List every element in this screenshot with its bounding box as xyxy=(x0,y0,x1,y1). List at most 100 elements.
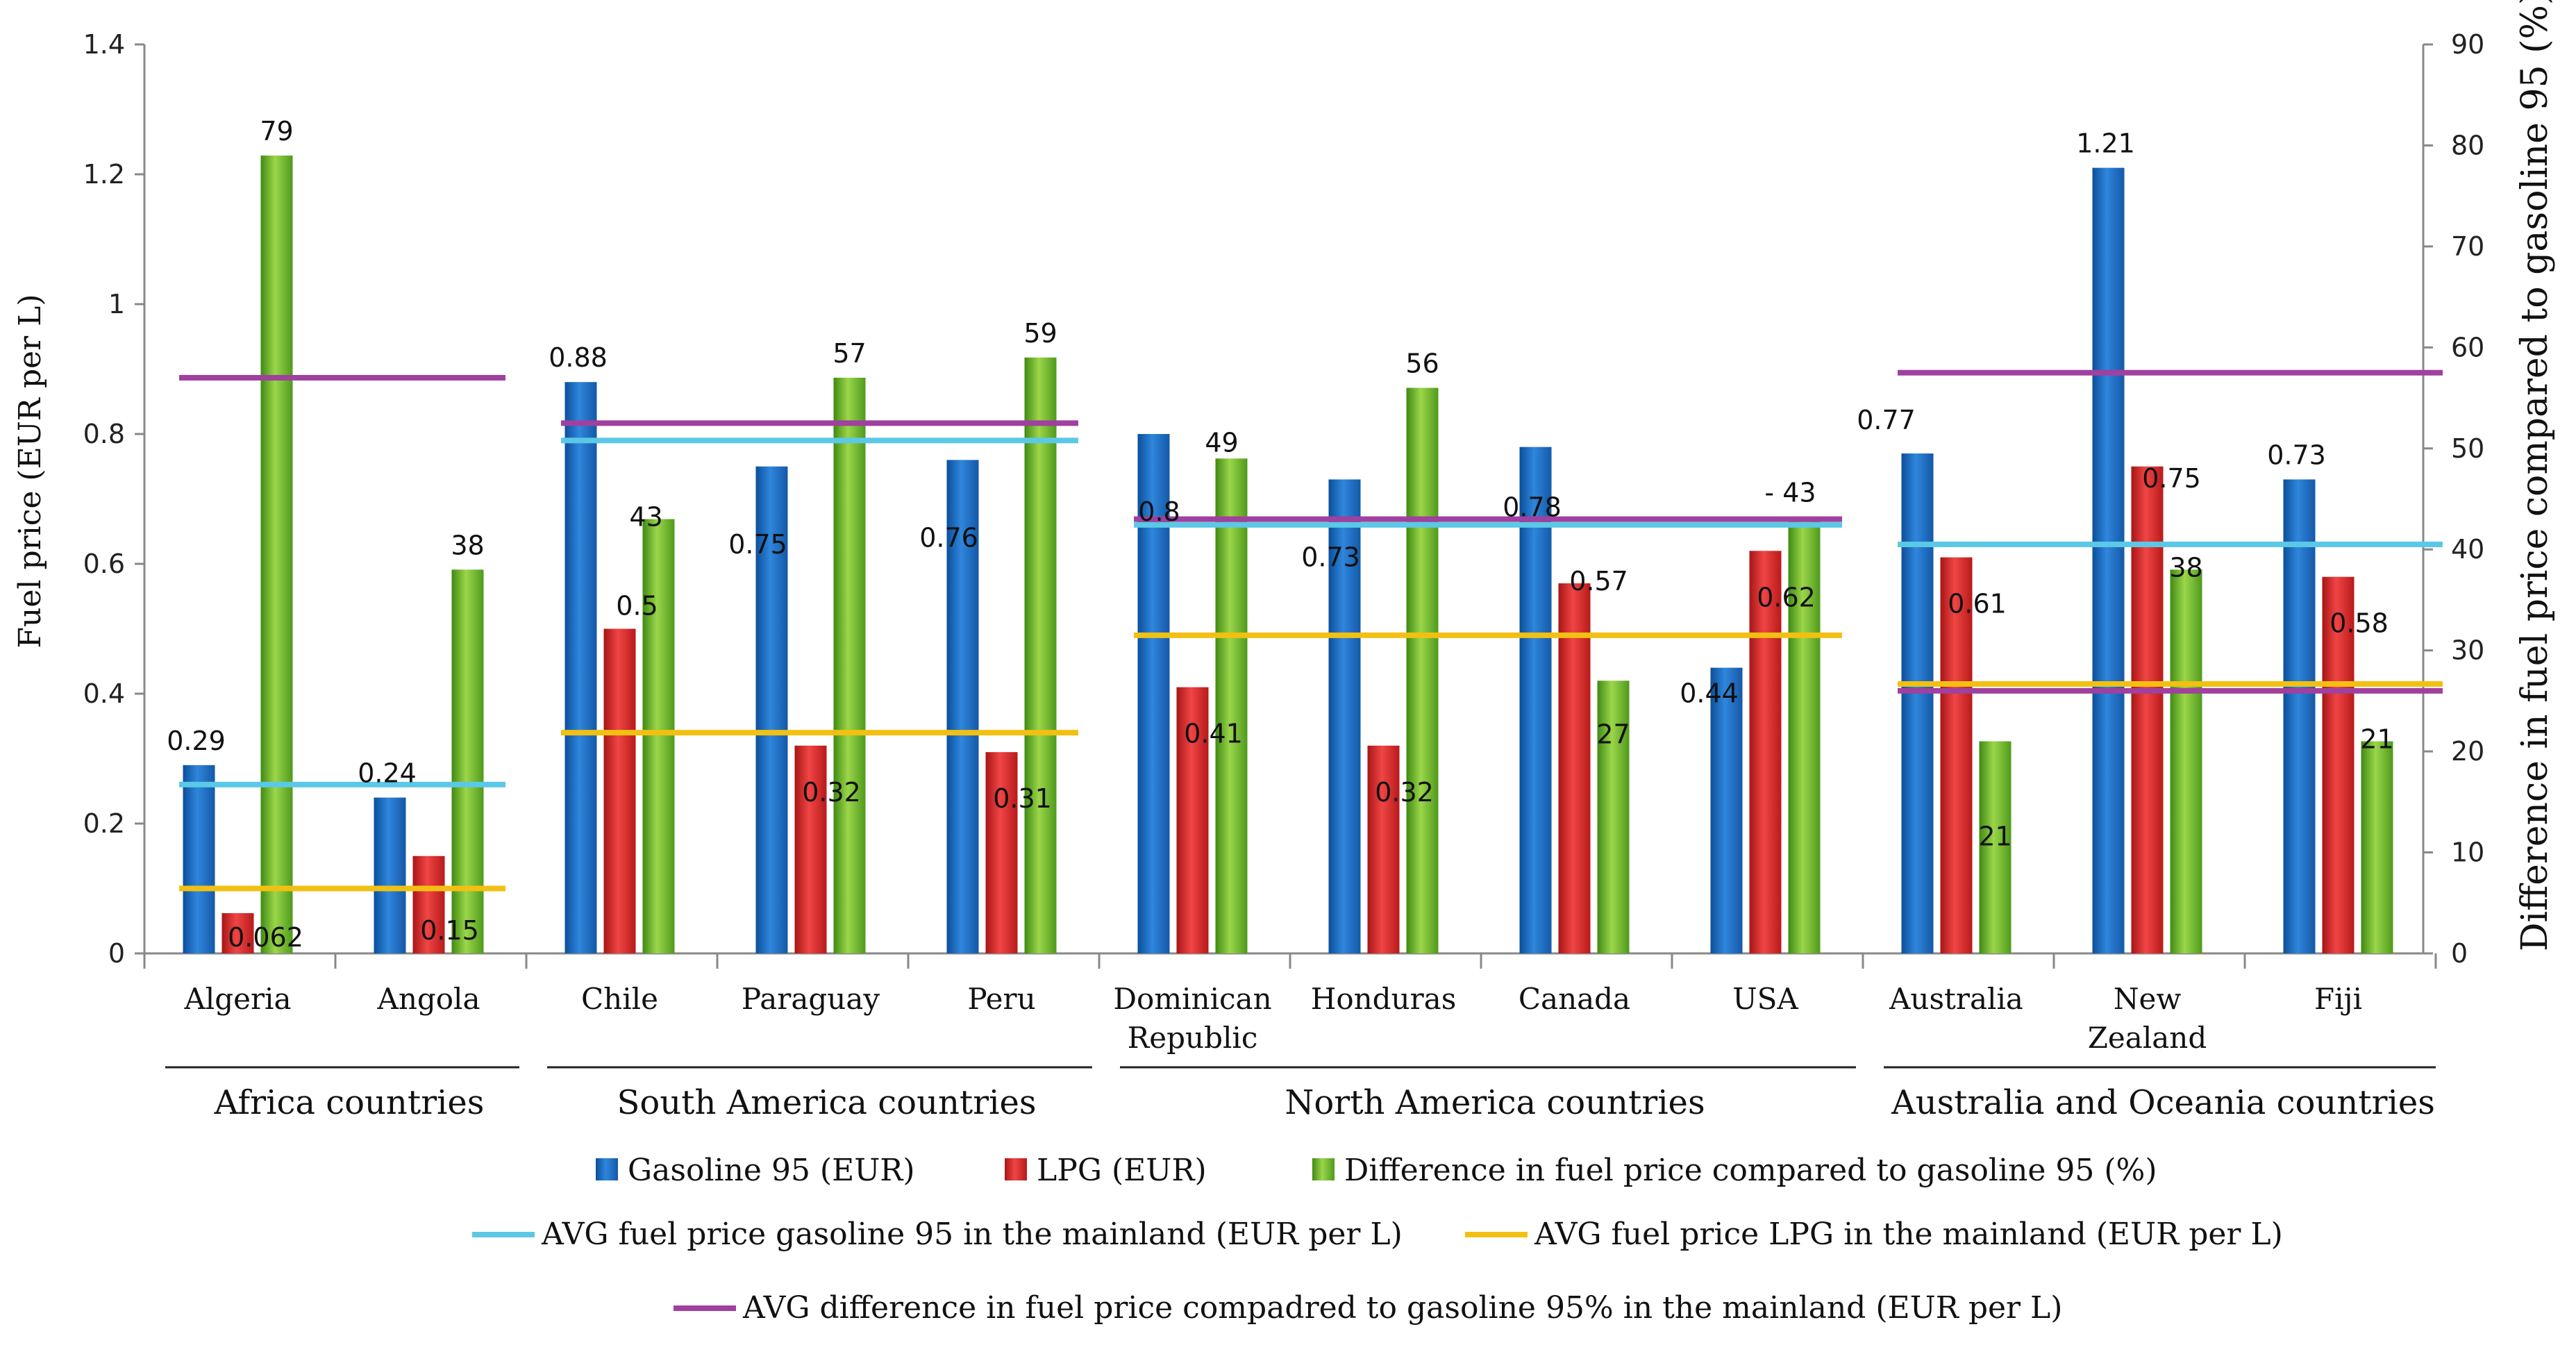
category-label: Australia xyxy=(1889,982,2023,1016)
data-label-lpg: 0.75 xyxy=(2142,463,2201,494)
y-axis-right-title: Difference in fuel price compared to gas… xyxy=(2514,0,2556,951)
legend-avg-lpg-label: AVG fuel price LPG in the mainland (EUR … xyxy=(1534,1217,2283,1252)
legend-lpg-label: LPG (EUR) xyxy=(1037,1153,1207,1188)
y-left-tick-label: 0 xyxy=(108,938,125,969)
y-right-tick-label: 90 xyxy=(2451,29,2484,60)
data-label-gasoline: 0.8 xyxy=(1138,496,1180,527)
bar-lpg xyxy=(985,752,1018,953)
data-label-lpg: 0.61 xyxy=(1948,589,2007,619)
group-label: Africa countries xyxy=(214,1083,485,1122)
y-left-tick-label: 1.4 xyxy=(83,29,125,60)
data-label-lpg: 0.32 xyxy=(802,777,861,808)
bar-gasoline xyxy=(946,460,979,953)
data-label-difference: 43 xyxy=(629,502,662,533)
y-right-tick-label: 0 xyxy=(2451,938,2468,969)
y-right-tick-label: 20 xyxy=(2451,736,2484,767)
y-left-tick-label: 1 xyxy=(108,289,125,319)
data-label-gasoline: 0.24 xyxy=(358,758,417,789)
data-label-difference: 57 xyxy=(833,338,866,369)
data-label-difference: 21 xyxy=(1978,821,2012,852)
bar-gasoline xyxy=(1901,453,1934,953)
legend-lpg-swatch xyxy=(1005,1158,1027,1180)
group-label: South America countries xyxy=(617,1083,1036,1122)
bar-gasoline xyxy=(374,797,406,953)
y-right-tick-label: 40 xyxy=(2451,534,2484,565)
category-label: Zealand xyxy=(2088,1021,2207,1055)
bar-gasoline xyxy=(1328,479,1361,953)
y-left-tick-label: 1.2 xyxy=(83,159,125,190)
data-label-gasoline: 0.77 xyxy=(1857,405,1916,435)
data-label-difference: - 43 xyxy=(1764,478,1816,508)
bar-difference xyxy=(1788,519,1821,953)
bar-gasoline xyxy=(1519,446,1552,953)
category-label: Honduras xyxy=(1311,982,1457,1016)
category-label: Republic xyxy=(1128,1021,1258,1055)
data-label-difference: 56 xyxy=(1405,349,1439,379)
category-label: Algeria xyxy=(183,982,291,1016)
data-label-gasoline: 0.76 xyxy=(919,522,978,553)
data-label-gasoline: 0.29 xyxy=(167,726,226,756)
data-label-difference: 49 xyxy=(1205,427,1238,458)
data-label-lpg: 0.57 xyxy=(1569,566,1628,596)
bar-gasoline xyxy=(183,765,215,953)
data-label-gasoline: 0.73 xyxy=(2267,440,2326,470)
data-label-lpg: 0.15 xyxy=(420,915,479,946)
bar-lpg xyxy=(1940,557,1973,953)
bar-difference xyxy=(2361,741,2393,953)
data-label-lpg: 0.062 xyxy=(228,922,303,953)
category-label: Canada xyxy=(1519,982,1630,1016)
category-label: Angola xyxy=(376,982,480,1016)
y-right-tick-label: 70 xyxy=(2451,231,2484,262)
data-label-lpg: 0.58 xyxy=(2330,608,2389,639)
y-left-tick-label: 0.2 xyxy=(83,808,125,839)
legend-gasoline-swatch xyxy=(596,1158,618,1180)
data-label-gasoline: 0.78 xyxy=(1503,492,1562,523)
bar-lpg xyxy=(1749,551,1782,953)
y-left-tick-label: 0.6 xyxy=(83,549,125,579)
y-right-tick-label: 80 xyxy=(2451,130,2484,160)
category-label: USA xyxy=(1732,982,1798,1016)
group-label: North America countries xyxy=(1285,1083,1705,1122)
legend-avg-gasoline-label: AVG fuel price gasoline 95 in the mainla… xyxy=(541,1217,1403,1252)
y-left-tick-label: 0.4 xyxy=(83,678,125,709)
bar-lpg xyxy=(221,913,254,953)
legend-gasoline-label: Gasoline 95 (EUR) xyxy=(628,1153,915,1188)
bar-difference xyxy=(1979,741,2012,953)
data-label-gasoline: 0.44 xyxy=(1680,678,1739,709)
data-label-difference: 38 xyxy=(451,530,484,560)
category-label: Peru xyxy=(967,982,1035,1016)
legend-difference-label: Difference in fuel price compared to gas… xyxy=(1344,1153,2157,1188)
y-right-tick-label: 60 xyxy=(2451,332,2484,362)
category-label: Chile xyxy=(581,982,658,1016)
data-label-lpg: 0.41 xyxy=(1184,719,1243,749)
data-label-difference: 79 xyxy=(260,116,293,147)
data-label-lpg: 0.62 xyxy=(1757,582,1816,612)
group-label: Australia and Oceania countries xyxy=(1891,1083,2435,1122)
y-left-tick-label: 0.8 xyxy=(83,419,125,449)
bar-lpg xyxy=(603,628,636,953)
bar-gasoline xyxy=(2283,479,2316,953)
y-right-tick-label: 50 xyxy=(2451,433,2484,464)
bar-difference xyxy=(1406,387,1439,953)
bar-difference xyxy=(642,519,675,953)
bar-lpg xyxy=(794,745,827,953)
y-axis-left-title: Fuel price (EUR per L) xyxy=(12,294,48,649)
data-label-difference: 59 xyxy=(1023,318,1057,349)
bar-gasoline xyxy=(564,382,597,953)
bar-difference xyxy=(1024,357,1057,953)
bar-lpg xyxy=(1367,745,1400,953)
bar-difference xyxy=(1215,458,1248,953)
bar-lpg xyxy=(1558,583,1591,953)
data-label-difference: 27 xyxy=(1596,719,1630,749)
data-label-lpg: 0.5 xyxy=(616,591,658,621)
bar-lpg xyxy=(2322,576,2355,953)
bar-gasoline xyxy=(1710,667,1743,953)
bar-difference xyxy=(260,155,293,953)
bar-lpg xyxy=(412,855,445,953)
bar-gasoline xyxy=(755,466,788,953)
category-label: New xyxy=(2114,982,2182,1016)
category-label: Dominican xyxy=(1113,982,1271,1016)
bar-difference xyxy=(2170,569,2202,953)
